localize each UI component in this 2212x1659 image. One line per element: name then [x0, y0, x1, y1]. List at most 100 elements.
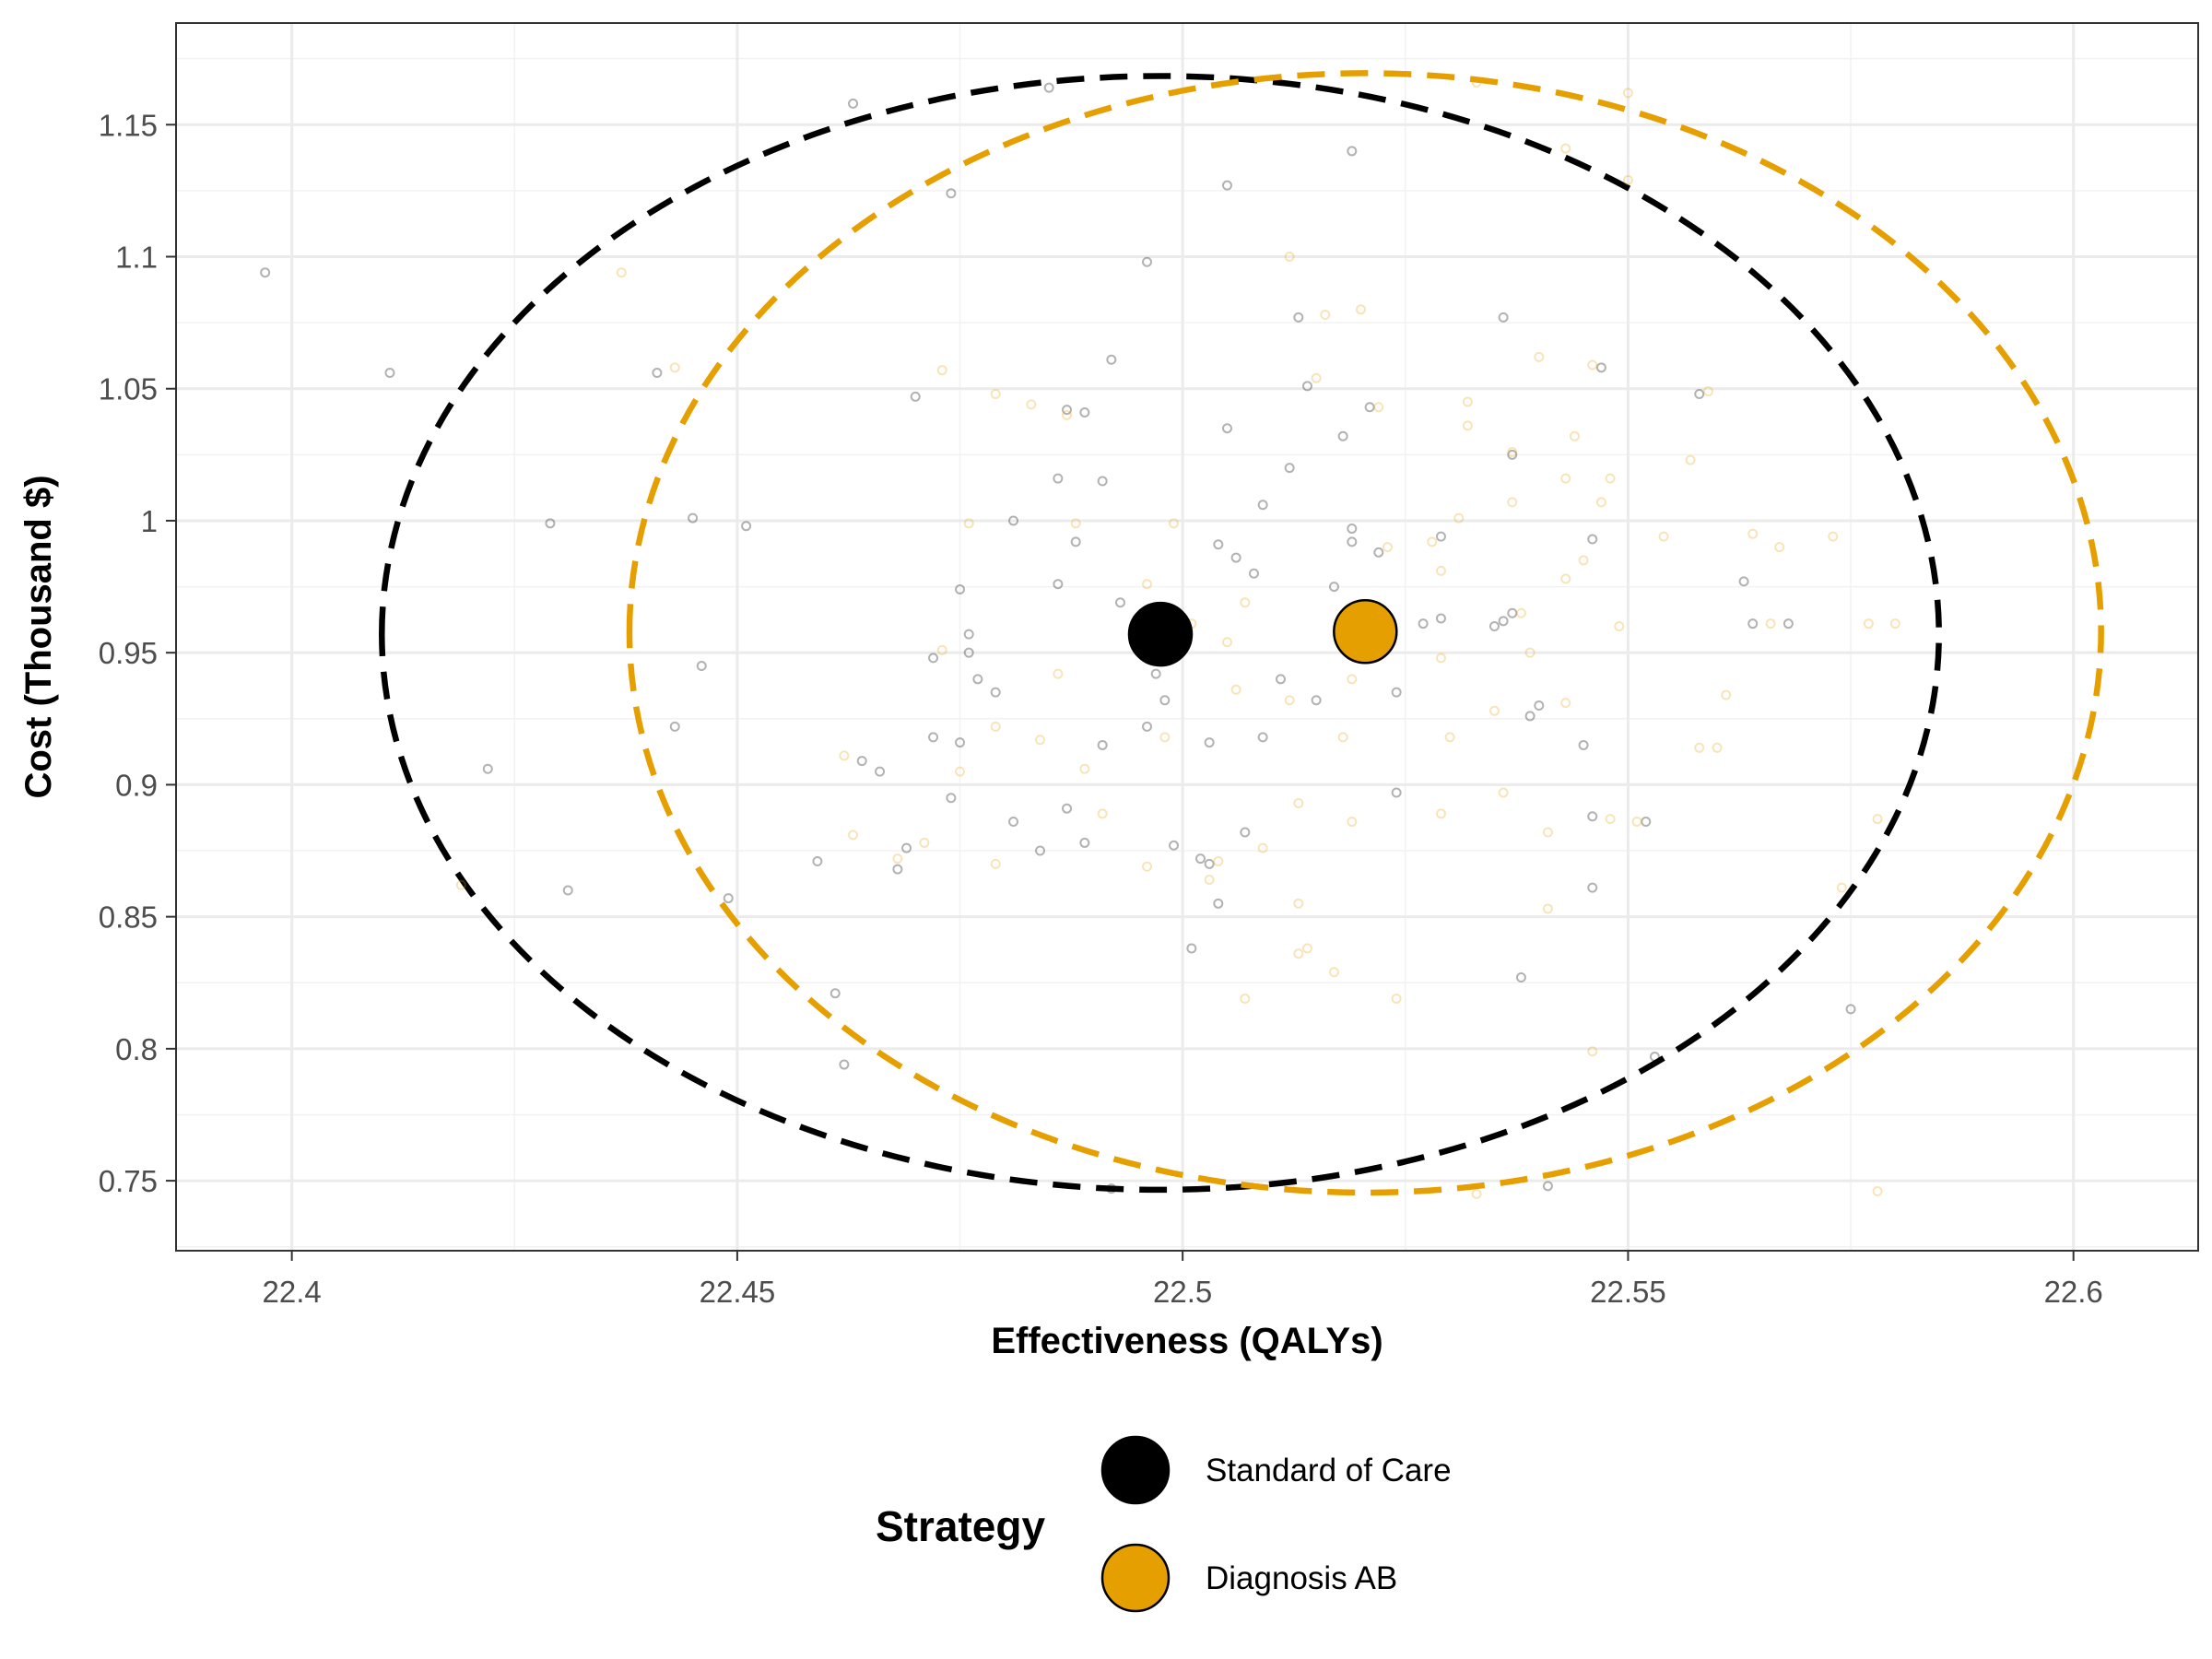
- data-point: [1284, 695, 1295, 706]
- y-tick-label: 1.15: [99, 108, 158, 142]
- data-point: [1569, 430, 1580, 441]
- data-point: [1435, 653, 1446, 664]
- data-point: [1587, 1046, 1598, 1057]
- data-point: [384, 368, 395, 379]
- data-point: [910, 391, 921, 402]
- data-point: [1293, 898, 1304, 909]
- data-point: [1150, 668, 1161, 679]
- data-point: [1694, 742, 1705, 753]
- data-point: [1337, 732, 1348, 743]
- legend: Strategy Standard of Care Diagnosis AB: [876, 1435, 1452, 1613]
- data-point: [946, 188, 957, 199]
- data-point: [1053, 473, 1064, 484]
- x-tick-label: 22.6: [2044, 1275, 2103, 1309]
- data-point: [1595, 362, 1606, 373]
- data-point: [1079, 407, 1090, 418]
- data-point: [1301, 943, 1312, 954]
- legend-key: [1100, 1435, 1171, 1505]
- data-point: [1685, 454, 1696, 465]
- data-point: [1444, 732, 1455, 743]
- x-tick-label: 22.55: [1590, 1275, 1666, 1309]
- data-point: [1435, 531, 1446, 542]
- data-point: [1230, 552, 1241, 563]
- data-point: [1347, 817, 1358, 828]
- data-point: [1507, 607, 1518, 618]
- data-point: [1560, 698, 1571, 709]
- data-point: [1213, 539, 1224, 550]
- data-point: [1079, 837, 1090, 848]
- data-point: [1694, 388, 1705, 399]
- data-point: [1204, 858, 1215, 869]
- data-point: [1043, 82, 1054, 93]
- data-point: [1560, 473, 1571, 484]
- data-point: [1070, 536, 1081, 547]
- data-point: [616, 267, 627, 278]
- data-point: [1053, 668, 1064, 679]
- data-point: [1337, 430, 1348, 441]
- data-point: [1578, 739, 1589, 750]
- data-point: [1488, 705, 1500, 716]
- mean-point: [1127, 601, 1194, 667]
- data-point: [1783, 618, 1794, 629]
- data-point: [1213, 898, 1224, 909]
- data-point: [1774, 542, 1785, 553]
- data-point: [1115, 597, 1126, 608]
- data-point: [1284, 252, 1295, 263]
- data-point: [1828, 531, 1839, 542]
- data-point: [1453, 512, 1465, 524]
- y-tick-label: 1.05: [99, 372, 158, 406]
- data-point: [1738, 576, 1749, 587]
- data-point: [1240, 993, 1251, 1004]
- data-point: [848, 98, 859, 109]
- data-point: [1889, 618, 1900, 629]
- data-point: [1560, 143, 1571, 154]
- y-tick-label: 0.9: [115, 768, 158, 802]
- data-point: [1702, 386, 1713, 397]
- confidence-ellipse: [379, 73, 1942, 1193]
- y-tick-label: 1: [141, 504, 158, 538]
- data-point: [1391, 993, 1402, 1004]
- data-point: [1169, 840, 1180, 851]
- data-point: [1507, 446, 1518, 457]
- data-point: [830, 988, 841, 999]
- data-point: [1595, 497, 1606, 508]
- x-tick-label: 22.45: [700, 1275, 776, 1309]
- data-point: [1587, 534, 1598, 545]
- data-point: [1524, 647, 1535, 658]
- data-point: [1507, 449, 1518, 460]
- data-point: [1293, 797, 1304, 808]
- data-point: [1230, 684, 1241, 695]
- data-point: [1524, 711, 1535, 722]
- data-point: [1159, 695, 1171, 706]
- x-axis-title: Effectiveness (QALYs): [991, 1321, 1382, 1361]
- y-axis-title: Cost (Thousand $): [18, 475, 59, 798]
- data-point: [1079, 763, 1090, 774]
- data-point: [1053, 579, 1064, 590]
- data-point: [990, 388, 1001, 399]
- data-point: [1498, 787, 1509, 798]
- y-tick-label: 1.1: [115, 241, 158, 275]
- data-point: [936, 365, 947, 376]
- data-point: [1418, 618, 1429, 629]
- data-point: [990, 858, 1001, 869]
- data-point: [1542, 1181, 1553, 1192]
- data-point: [1070, 518, 1081, 529]
- data-point: [1008, 817, 1019, 828]
- data-point: [669, 721, 680, 732]
- data-point: [1435, 565, 1446, 576]
- data-point: [1364, 402, 1375, 413]
- data-point: [1427, 536, 1438, 547]
- data-point: [1035, 845, 1046, 856]
- grid-lines: [176, 23, 2198, 1251]
- data-point: [1721, 689, 1732, 700]
- data-point: [260, 267, 271, 278]
- data-point: [1498, 312, 1509, 323]
- data-point: [1106, 354, 1117, 365]
- data-point: [1578, 555, 1589, 566]
- data-point: [1240, 827, 1251, 838]
- data-point: [1605, 473, 1616, 484]
- data-point: [1328, 582, 1339, 593]
- data-point: [919, 837, 930, 848]
